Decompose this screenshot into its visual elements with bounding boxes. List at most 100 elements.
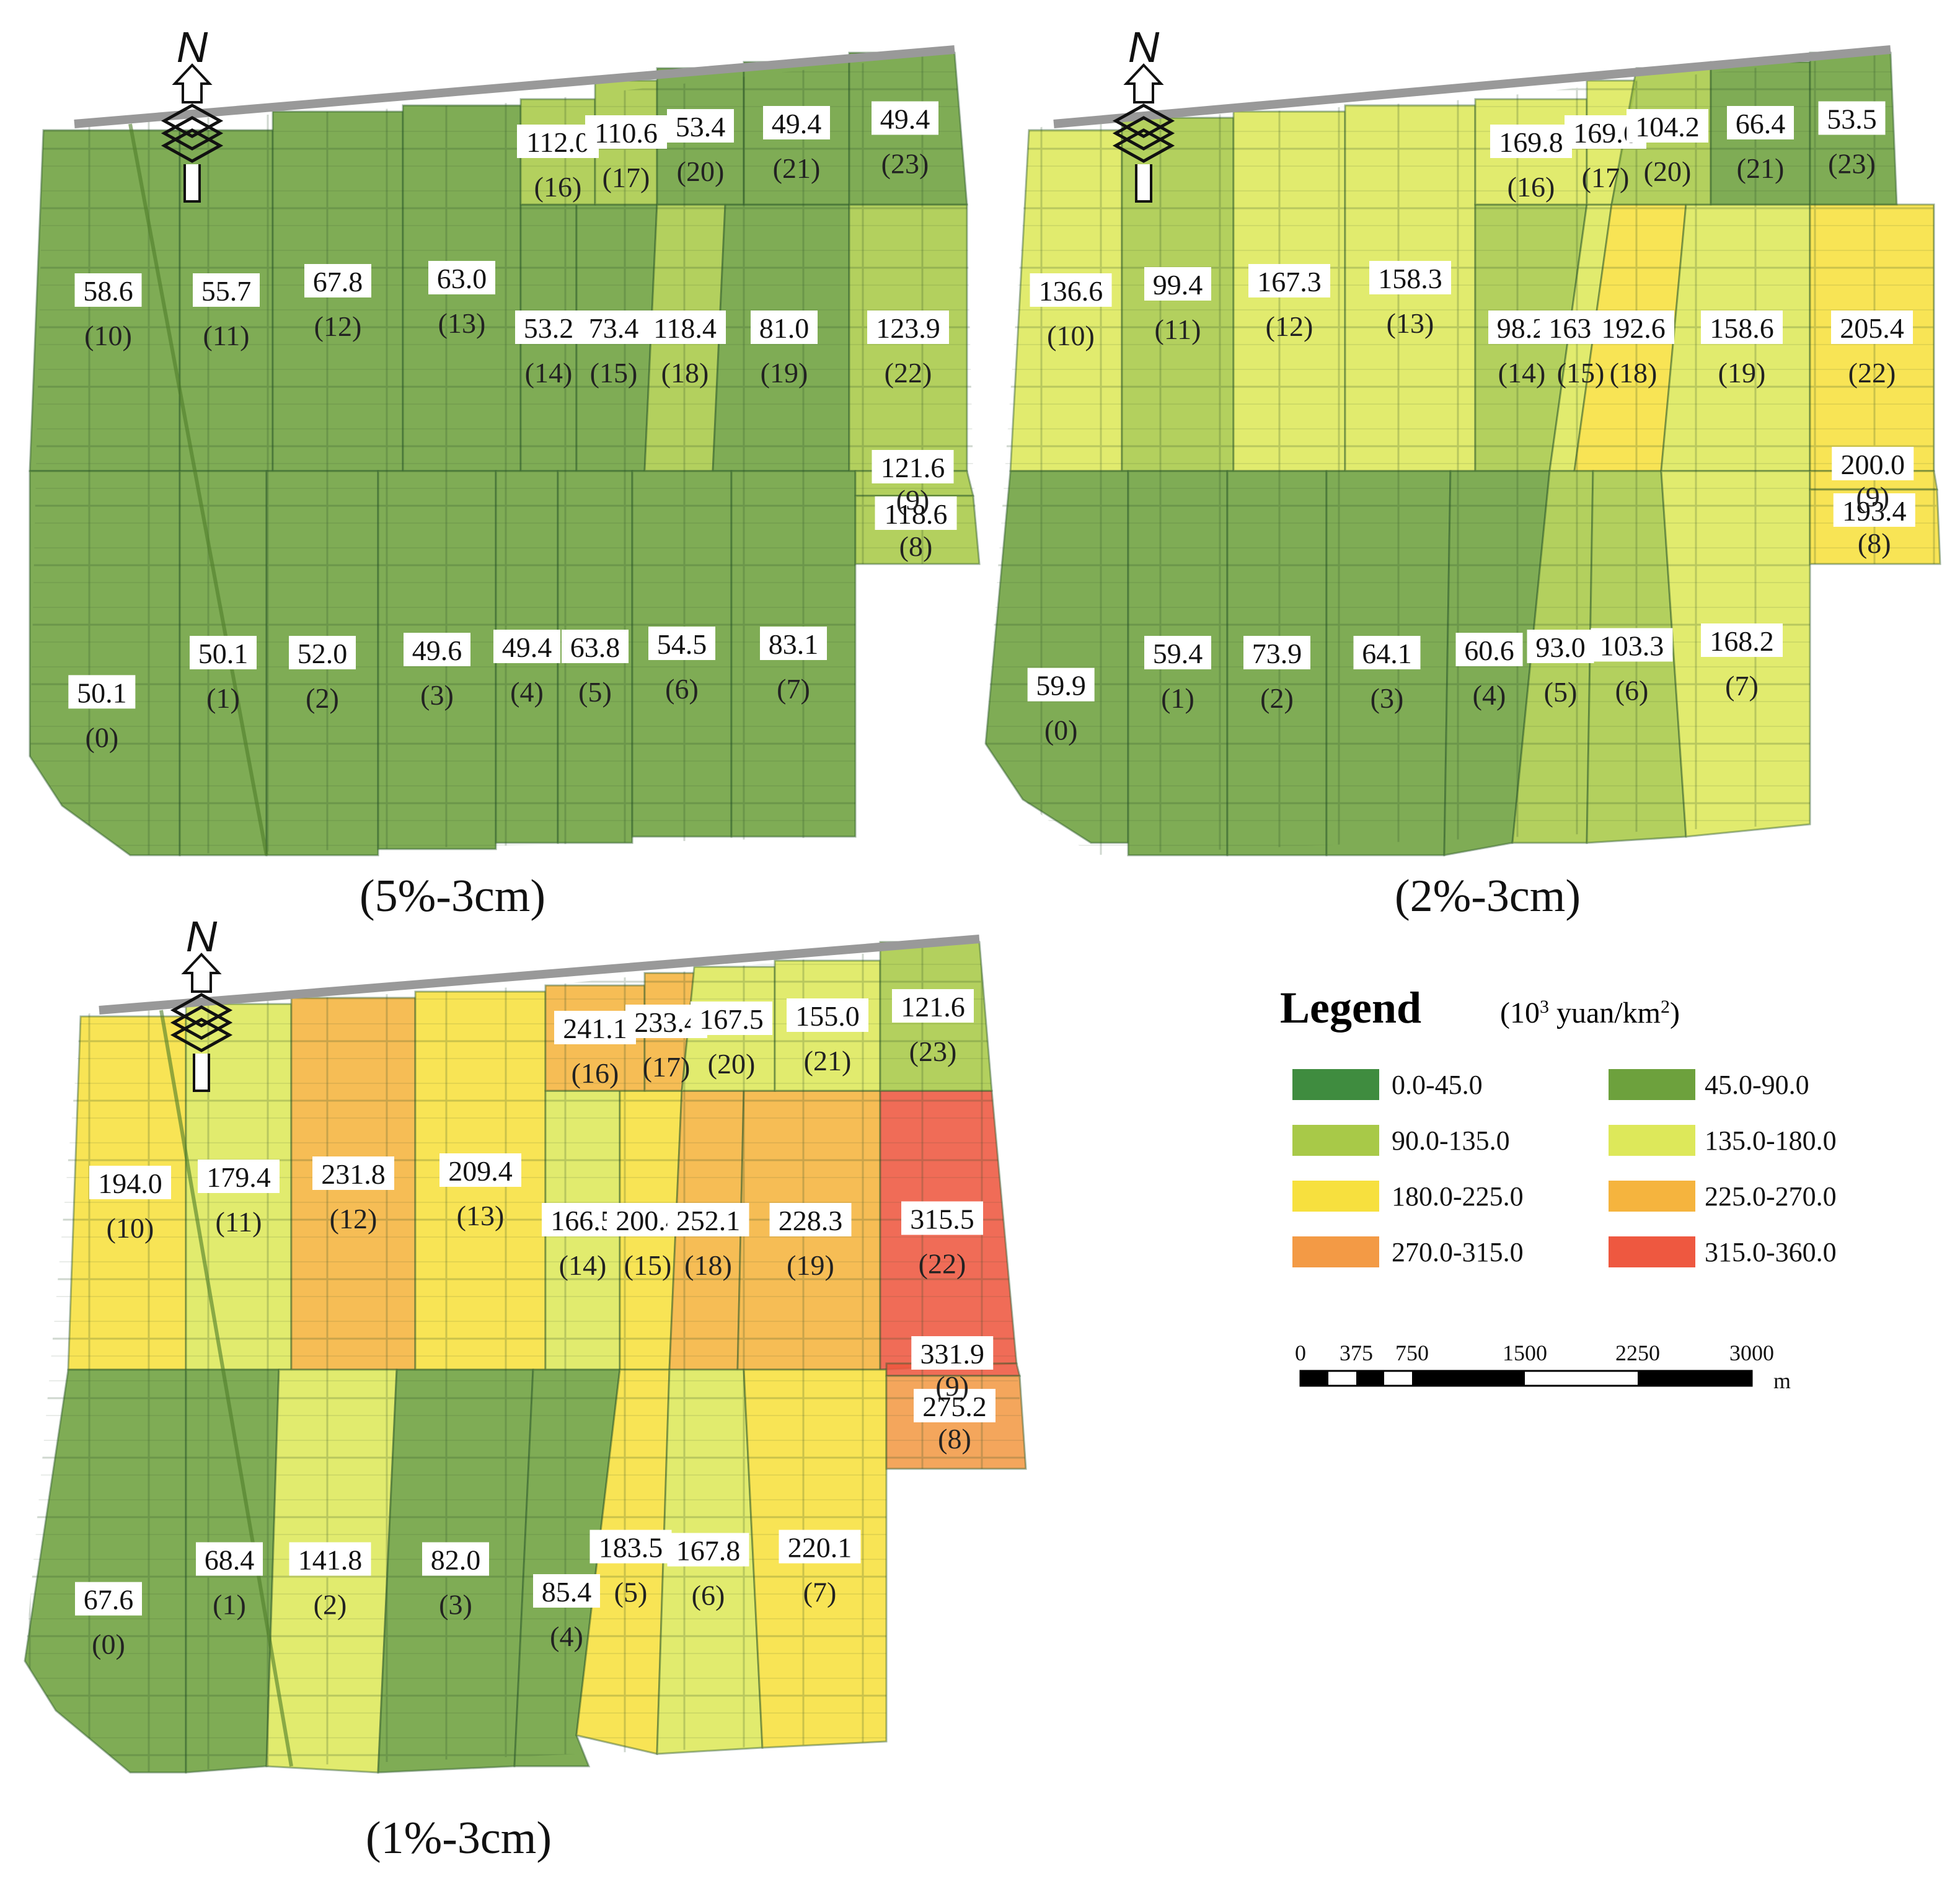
zone-id: (18) — [661, 357, 709, 389]
zone-id: (5) — [614, 1577, 648, 1608]
zone-value: 209.4 — [448, 1155, 513, 1187]
value-box — [562, 630, 629, 663]
map-2pct: 59.9 (0) 59.4 (1) 73.9 (2) 64.1 (3) 60.6 (4) 93.0 (… — [984, 45, 1941, 922]
zone-value: 93.0 — [1535, 632, 1586, 663]
zone-label: 193.4(8) — [1833, 493, 1915, 559]
value-box — [1455, 633, 1523, 666]
zone-label: 141.8 (2) — [289, 1542, 371, 1621]
zone-id: (2) — [314, 1589, 347, 1621]
northern-road-band — [99, 935, 980, 1015]
zone-id: (22) — [885, 357, 932, 389]
zone-value: 194.0 — [98, 1168, 162, 1199]
zone-id: (18) — [1610, 357, 1658, 389]
value-box — [763, 106, 830, 139]
value-box — [911, 1336, 994, 1370]
zone-value: 158.6 — [1710, 312, 1774, 344]
zone-id: (10) — [107, 1212, 154, 1244]
value-box — [1144, 267, 1211, 301]
value-box — [585, 115, 667, 149]
map-caption: (1%-3cm) — [366, 1813, 552, 1864]
zone-label: 73.9 (2) — [1243, 636, 1310, 714]
zone-label: 121.6(9) — [872, 450, 954, 516]
road-network-overlay — [30, 53, 979, 855]
value-box — [648, 627, 715, 660]
zone-id: (21) — [804, 1045, 852, 1077]
zone-label: 67.8 (12) — [304, 264, 371, 342]
zone-id: (4) — [1473, 679, 1506, 711]
zone-label: 59.9 (0) — [1027, 667, 1095, 746]
zone-label: 315.5 (22) — [901, 1201, 983, 1280]
zone-label: 49.6 (3) — [404, 633, 470, 711]
zone-value: 68.4 — [205, 1544, 255, 1576]
zone-value: 275.2 — [922, 1391, 987, 1422]
zone-label: 136.6 (10) — [1030, 273, 1112, 351]
zone-id: (10) — [1047, 320, 1095, 351]
value-box — [1701, 623, 1783, 657]
zone-id: (8) — [1858, 527, 1891, 559]
scale-segment — [1300, 1371, 1328, 1386]
zone-value: 73.4 — [589, 312, 639, 344]
zone-value: 98.2 — [1497, 312, 1547, 344]
legend-swatch — [1609, 1069, 1695, 1100]
zone-id: (2) — [1260, 682, 1294, 714]
legend-swatch — [1609, 1181, 1695, 1212]
zone-label: 81.0 (19) — [751, 310, 818, 389]
zone-value: 67.6 — [84, 1584, 134, 1616]
zone-id: (12) — [314, 310, 362, 342]
zone-value: 53.4 — [676, 111, 726, 143]
zone-value: 49.4 — [502, 632, 552, 663]
zone-value: 53.2 — [524, 312, 574, 344]
zone-value: 121.6 — [881, 452, 945, 483]
zone-label: 179.4 (11) — [198, 1160, 280, 1238]
value-box — [1591, 628, 1673, 662]
zone-id: (3) — [1371, 682, 1404, 714]
value-box — [779, 1530, 861, 1564]
value-box — [667, 1533, 749, 1567]
zone-labels: 67.6(0)68.4(1)141.8(2)82.0(3) 85.4(4)183.… — [75, 989, 995, 1660]
value-box — [691, 1002, 772, 1035]
zone-label: 167.8 (6) — [667, 1533, 749, 1611]
zone-id: (14) — [559, 1249, 607, 1281]
zone-id: (9) — [935, 1370, 969, 1402]
zone-label: 68.4 (1) — [196, 1542, 263, 1621]
zone-id: (8) — [899, 531, 933, 562]
unit-mid: yuan/km — [1549, 997, 1661, 1029]
zone-value: 200.0 — [1841, 449, 1905, 480]
zone-label: 83.1 (7) — [760, 627, 827, 705]
zone-id: (22) — [1848, 357, 1896, 389]
value-box — [667, 109, 734, 143]
diagonal-road — [159, 1010, 293, 1767]
value-box — [89, 1166, 171, 1199]
north-label: N — [1128, 23, 1160, 71]
value-box — [892, 989, 974, 1023]
zone-label: 168.2 (7) — [1701, 623, 1783, 702]
zone-id: (1) — [213, 1589, 246, 1621]
zone-id: (3) — [439, 1589, 472, 1621]
zone-id: (15) — [624, 1249, 672, 1281]
zone-label: 49.4 (4) — [493, 630, 560, 708]
zone-id: (13) — [457, 1200, 505, 1231]
value-box — [644, 310, 726, 344]
zone-id: (23) — [909, 1036, 957, 1067]
value-box — [439, 1153, 521, 1187]
value-box — [1701, 310, 1783, 344]
legend-title: Legend — [1280, 983, 1421, 1033]
value-box — [493, 630, 560, 663]
zone-value: 50.1 — [198, 638, 249, 669]
zone-label: 167.3 (12) — [1248, 264, 1330, 342]
value-box — [1490, 125, 1572, 158]
zone-label: 205.4 (22) — [1831, 310, 1913, 389]
zone-id: (4) — [550, 1621, 583, 1652]
zone-label: 167.5 (20) — [691, 1002, 772, 1080]
zone-value: 252.1 — [676, 1205, 741, 1236]
zone-value: 59.4 — [1153, 638, 1203, 669]
zone-id: (16) — [534, 171, 582, 203]
zone-id: (5) — [578, 676, 612, 708]
north-label: N — [177, 23, 208, 71]
zone-value: 50.1 — [77, 677, 127, 708]
zone-label: 50.1 (0) — [68, 675, 136, 753]
value-box — [68, 675, 136, 709]
zone-id: (18) — [684, 1249, 732, 1281]
zone-label: 63.8 (5) — [562, 630, 629, 708]
zone-id: (23) — [1828, 148, 1876, 180]
